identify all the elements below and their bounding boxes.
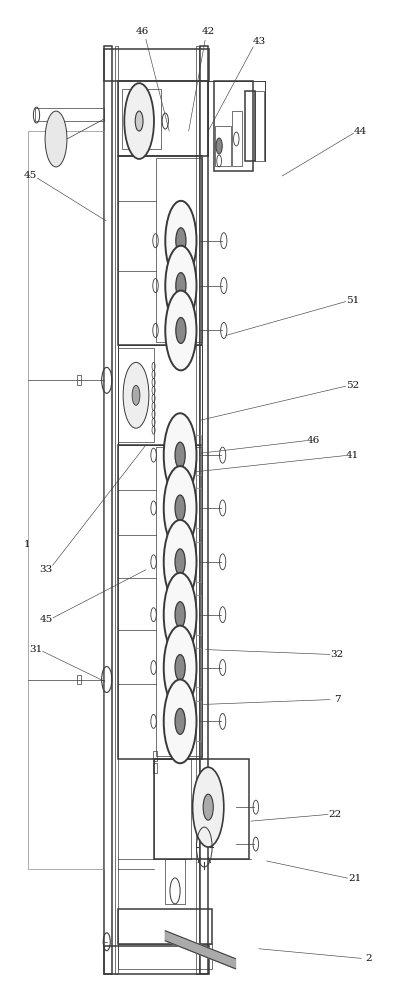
Text: 42: 42: [202, 27, 215, 36]
Circle shape: [135, 111, 143, 131]
Bar: [245, 91, 255, 161]
Circle shape: [165, 246, 196, 325]
Bar: [196, 701, 201, 741]
Bar: [156, 158, 202, 342]
Text: 2: 2: [365, 954, 371, 963]
Circle shape: [132, 385, 140, 405]
Bar: [28, 131, 104, 869]
Bar: [118, 348, 154, 442]
Bar: [104, 46, 112, 974]
Bar: [114, 46, 118, 974]
Bar: [153, 751, 157, 761]
Text: 22: 22: [329, 810, 342, 819]
Text: 45: 45: [24, 171, 37, 180]
Bar: [104, 946, 209, 974]
Circle shape: [164, 413, 196, 497]
Bar: [104, 49, 209, 81]
Bar: [255, 91, 264, 161]
Bar: [196, 542, 201, 582]
Circle shape: [193, 767, 224, 847]
Bar: [196, 488, 201, 528]
Circle shape: [175, 549, 185, 575]
Circle shape: [175, 655, 185, 680]
Circle shape: [175, 708, 185, 734]
Circle shape: [175, 602, 185, 628]
Bar: [196, 595, 201, 635]
Text: 1: 1: [24, 540, 30, 549]
Circle shape: [164, 680, 196, 763]
Circle shape: [123, 362, 149, 428]
Circle shape: [164, 626, 196, 709]
Circle shape: [176, 228, 186, 254]
Text: 45: 45: [40, 615, 53, 624]
Text: 44: 44: [354, 127, 367, 136]
Circle shape: [176, 318, 186, 343]
Text: 7: 7: [334, 695, 340, 704]
Circle shape: [175, 442, 185, 468]
Bar: [118, 909, 212, 944]
Bar: [165, 859, 185, 904]
Text: 21: 21: [348, 874, 361, 883]
Circle shape: [164, 573, 196, 657]
Bar: [77, 375, 81, 385]
Circle shape: [165, 291, 196, 370]
Bar: [118, 445, 202, 759]
Text: 31: 31: [29, 645, 42, 654]
Circle shape: [176, 273, 186, 299]
Text: 46: 46: [307, 436, 320, 445]
Circle shape: [165, 201, 196, 281]
Polygon shape: [165, 931, 235, 969]
Bar: [156, 447, 202, 756]
Text: 46: 46: [135, 27, 149, 36]
Bar: [200, 46, 208, 974]
Circle shape: [45, 111, 67, 167]
Bar: [35, 108, 104, 121]
Bar: [196, 648, 201, 687]
Bar: [153, 763, 157, 773]
Bar: [118, 156, 202, 345]
Circle shape: [216, 138, 222, 154]
Bar: [196, 435, 201, 475]
Text: 52: 52: [346, 381, 359, 390]
Bar: [118, 944, 212, 969]
Text: 41: 41: [346, 451, 359, 460]
Bar: [215, 126, 231, 166]
Bar: [118, 345, 202, 445]
Bar: [154, 759, 249, 859]
Text: 51: 51: [346, 296, 359, 305]
Circle shape: [124, 83, 154, 159]
Circle shape: [164, 466, 196, 550]
Bar: [77, 675, 81, 684]
Circle shape: [164, 520, 196, 604]
Circle shape: [175, 495, 185, 521]
Text: 33: 33: [40, 565, 53, 574]
Text: 32: 32: [331, 650, 343, 659]
Circle shape: [203, 794, 213, 820]
Bar: [196, 46, 199, 974]
Bar: [118, 81, 208, 156]
Bar: [154, 759, 191, 859]
Bar: [214, 81, 253, 171]
Bar: [122, 89, 162, 149]
Text: 43: 43: [252, 37, 266, 46]
Bar: [232, 111, 242, 166]
